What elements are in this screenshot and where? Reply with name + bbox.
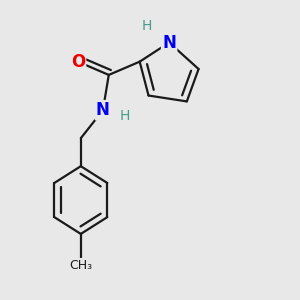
Text: CH₃: CH₃ bbox=[69, 259, 92, 272]
Text: O: O bbox=[71, 53, 85, 71]
Text: H: H bbox=[120, 109, 130, 122]
Text: N: N bbox=[96, 101, 110, 119]
Text: H: H bbox=[142, 19, 152, 33]
Text: N: N bbox=[162, 34, 176, 52]
